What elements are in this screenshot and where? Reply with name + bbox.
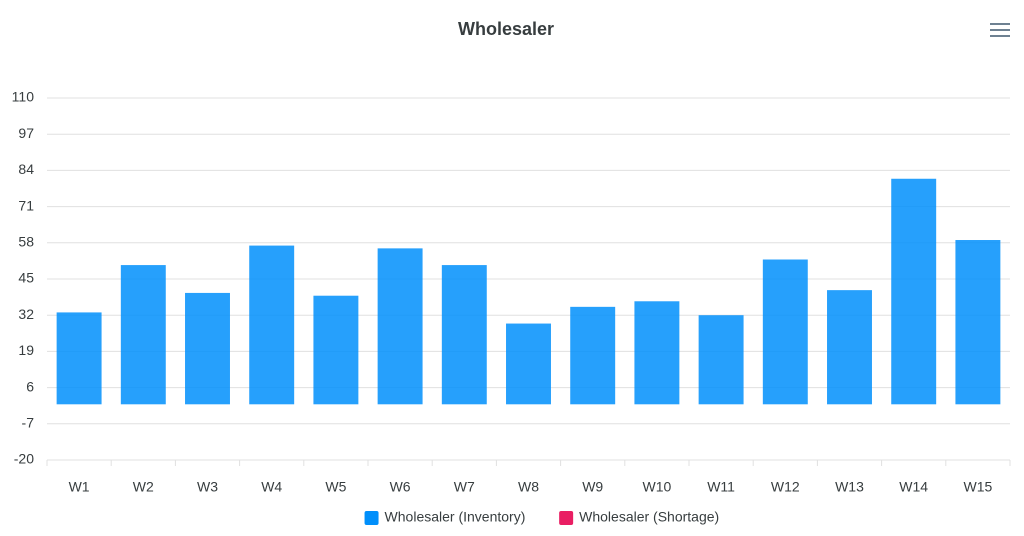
x-tick-label: W13 bbox=[835, 479, 864, 495]
bar bbox=[249, 245, 295, 405]
legend-label: Wholesaler (Shortage) bbox=[579, 509, 719, 525]
x-tick-label: W6 bbox=[390, 479, 411, 495]
legend-swatch bbox=[364, 511, 379, 525]
chart-title: Wholesaler bbox=[458, 19, 554, 39]
legend: Wholesaler (Inventory) Wholesaler (Shorta… bbox=[364, 509, 719, 525]
y-tick-label: 58 bbox=[18, 234, 34, 250]
y-tick-label: 110 bbox=[12, 89, 35, 105]
y-tick-label: -7 bbox=[22, 415, 35, 431]
x-tick-label: W11 bbox=[707, 479, 735, 495]
bar bbox=[570, 306, 616, 405]
y-tick-label: 97 bbox=[18, 125, 34, 141]
legend-swatch bbox=[559, 511, 574, 525]
y-tick-label: 19 bbox=[18, 342, 34, 358]
bar bbox=[891, 178, 937, 405]
bar bbox=[506, 323, 551, 405]
x-tick-label: W3 bbox=[197, 479, 218, 495]
x-tick-label: W12 bbox=[771, 479, 800, 495]
bar bbox=[827, 290, 872, 405]
bar bbox=[634, 301, 680, 405]
bar bbox=[698, 315, 744, 405]
x-tick-label: W8 bbox=[518, 479, 539, 495]
x-tick-label: W7 bbox=[454, 479, 475, 495]
y-tick-label: 84 bbox=[18, 161, 34, 177]
y-tick-label: 71 bbox=[18, 197, 34, 213]
y-tick-label: -20 bbox=[14, 451, 34, 467]
x-tick-label: W10 bbox=[643, 479, 672, 495]
bar bbox=[762, 259, 808, 405]
x-tick-label: W5 bbox=[325, 479, 346, 495]
bar bbox=[955, 240, 1001, 405]
bar bbox=[313, 295, 359, 405]
y-tick-label: 45 bbox=[18, 270, 34, 286]
y-tick-label: 32 bbox=[18, 306, 34, 322]
bar bbox=[185, 292, 230, 405]
bar bbox=[56, 312, 102, 405]
x-tick-label: W2 bbox=[133, 479, 154, 495]
x-tick-label: W14 bbox=[899, 479, 928, 495]
x-tick-label: W4 bbox=[261, 479, 282, 495]
bar bbox=[377, 248, 423, 405]
bar bbox=[120, 265, 166, 405]
x-tick-label: W1 bbox=[69, 479, 90, 495]
y-tick-label: 6 bbox=[26, 378, 34, 394]
x-tick-label: W15 bbox=[964, 479, 993, 495]
bar bbox=[441, 265, 487, 405]
x-tick-label: W9 bbox=[582, 479, 603, 495]
menu-icon[interactable] bbox=[990, 23, 1010, 37]
legend-label: Wholesaler (Inventory) bbox=[385, 509, 526, 525]
